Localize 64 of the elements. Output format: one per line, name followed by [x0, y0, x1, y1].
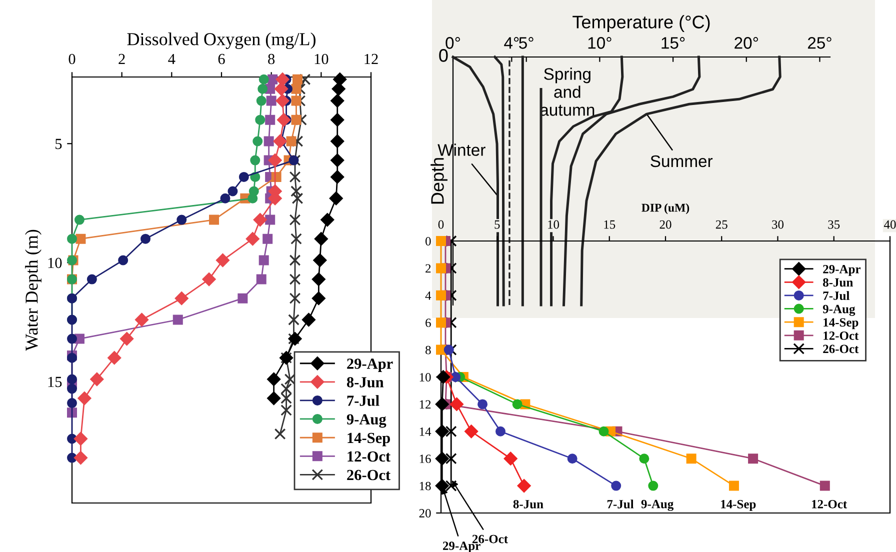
legend-label: 29-Apr: [347, 358, 393, 372]
annotation: 7-Jul: [607, 500, 634, 508]
x-tick-label: 20°: [734, 37, 758, 49]
x-tick-label: 30: [772, 220, 784, 229]
x-tick-label: 0°: [446, 37, 460, 49]
legend-label: 9-Aug: [346, 414, 386, 428]
y-tick-label: 10: [420, 373, 431, 382]
x-tick-label: 40: [884, 220, 896, 229]
y-tick-label: 4: [425, 292, 432, 300]
y-tick-label: 16: [420, 454, 431, 464]
x-tick-label: 4°: [504, 37, 519, 49]
y-axis-title: Depth: [430, 158, 448, 204]
annotation: Summer: [650, 155, 713, 168]
legend-label: 7-Jul: [347, 395, 380, 406]
x-tick-label: 2: [118, 54, 125, 64]
x-tick-label: 20: [660, 220, 672, 229]
legend-label: 8-Jun: [823, 278, 853, 287]
y-tick-label: 10: [48, 258, 62, 268]
x-tick-label: 4: [168, 54, 176, 64]
legend-label: 12-Oct: [824, 331, 859, 340]
x-tick-label: 5°: [519, 37, 534, 49]
annotation: 9-Aug: [641, 500, 674, 511]
x-tick-label: 6: [218, 54, 225, 64]
y-tick-label: 5: [56, 138, 62, 150]
legend-label: 14-Sep: [348, 432, 390, 446]
x-tick-label: 8: [268, 54, 275, 64]
y-tick-label: 18: [420, 482, 431, 490]
x-tick-label: 10°: [588, 37, 612, 49]
x-tick-label: 35: [828, 220, 840, 229]
x-tick-label: 5: [494, 220, 500, 229]
x-tick-label: 15°: [662, 37, 685, 49]
y-tick-label: 14: [420, 427, 432, 436]
y-axis-title: Water Depth (m): [25, 230, 42, 351]
x-tick-label: 25°: [808, 37, 832, 49]
x-tick-label: 12: [364, 54, 378, 64]
y-tick-label: 2: [426, 264, 431, 273]
legend-label: 26-Oct: [823, 344, 859, 354]
y-tick-label: 20: [419, 509, 431, 518]
annotation: 26-Oct: [472, 534, 508, 544]
y-tick-label: 8: [426, 346, 431, 354]
x-tick-label: 0: [68, 54, 76, 64]
legend-label: 29-Apr: [823, 264, 861, 276]
x-axis-title: DIP (uM): [642, 203, 690, 214]
annotation: 8-Jun: [513, 500, 544, 508]
y-tick-label: 15: [48, 376, 62, 388]
legend-label: 9-Aug: [822, 304, 856, 316]
legend-label: 8-Jun: [346, 377, 384, 388]
legend-label: 12-Oct: [348, 451, 391, 462]
legend-label: 26-Oct: [347, 470, 391, 480]
x-tick-label: 25: [716, 220, 728, 229]
annotation: 12-Oct: [812, 500, 848, 508]
legend-label: 14-Sep: [824, 318, 858, 330]
x-axis-title: Dissolved Oxygen (mg/L): [127, 32, 316, 49]
y-tick-label: 6: [426, 318, 431, 328]
x-tick-label: 10: [548, 220, 560, 229]
y-tick-label: 12: [420, 400, 431, 409]
annotation: Spring and autumn: [540, 68, 594, 116]
legend-label: 7-Jul: [823, 291, 850, 300]
x-axis-title: Temperature (°C): [572, 15, 710, 32]
annotation: 14-Sep: [721, 500, 756, 511]
x-tick-label: 0: [438, 220, 444, 229]
y-tick-label: 0: [426, 237, 431, 246]
x-tick-label: 10: [314, 54, 328, 64]
x-tick-label: 15: [604, 220, 616, 229]
